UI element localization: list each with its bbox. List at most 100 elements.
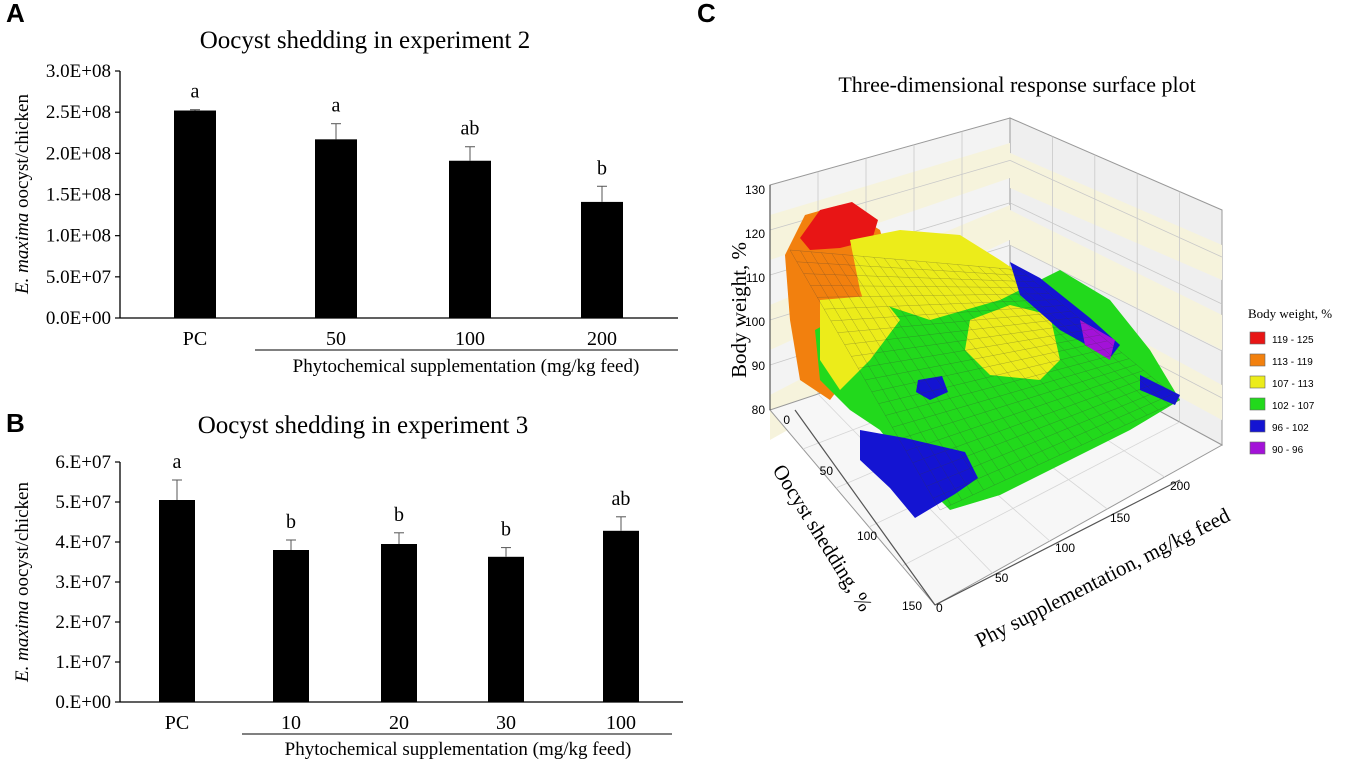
- category-label-10: 10: [281, 712, 301, 734]
- oocyst-tick-50: 50: [820, 464, 834, 478]
- mesh-line: [883, 258, 1039, 466]
- chart-b-oocyst-exp3: Oocyst shedding in experiment 3 E. maxim…: [12, 412, 683, 760]
- y-tick-label: 2.E+07: [55, 612, 111, 633]
- surface-region-107-113-c: [820, 295, 900, 390]
- z-tick-100: 100: [745, 315, 765, 329]
- bar-PC: [159, 500, 195, 702]
- phy-tick-50: 50: [995, 571, 1009, 585]
- significance-letter-PC: a: [173, 451, 182, 473]
- surface-region-96-102-d: [1140, 375, 1180, 405]
- phy-tick-150: 150: [1110, 511, 1130, 525]
- mesh-line: [831, 253, 984, 491]
- wall-grid-line: [1009, 244, 1223, 352]
- z-tick-90: 90: [752, 359, 766, 373]
- legend-swatch: [1249, 441, 1266, 455]
- legend-item-label: 90 - 96: [1272, 445, 1304, 456]
- mesh-line: [1019, 269, 1181, 401]
- mesh-line: [863, 256, 1017, 476]
- bar-PC: [174, 110, 216, 319]
- surface-region-90-96: [1080, 320, 1115, 360]
- wall-grid-line: [1009, 202, 1223, 305]
- bar-30: [488, 556, 524, 702]
- bar-50: [315, 139, 357, 318]
- panel-letter-b: B: [6, 408, 25, 438]
- phy-tick-200: 200: [1170, 479, 1190, 493]
- y-tick-label: 5.E+07: [55, 492, 111, 513]
- y-tick-label: 6.E+07: [55, 452, 111, 473]
- significance-letter-PC: a: [191, 81, 200, 103]
- bar-100: [603, 530, 639, 702]
- chart-a-ylabel: E. maxima oocyst/chicken: [12, 94, 33, 295]
- category-label-30: 30: [496, 712, 516, 734]
- mesh-line: [789, 249, 941, 511]
- mesh-line: [936, 262, 1093, 441]
- phy-tick-100: 100: [1055, 541, 1075, 555]
- mesh-line: [904, 259, 1061, 456]
- wall-band: [1010, 210, 1222, 350]
- z-tick-120: 120: [745, 227, 765, 241]
- significance-letter-100: ab: [461, 118, 480, 140]
- mesh-line: [800, 250, 952, 506]
- surface-mesh: [789, 249, 1181, 511]
- legend-item-label: 102 - 107: [1272, 401, 1315, 412]
- y-tick-label: 1.5E+08: [46, 185, 111, 206]
- surface-region-119-125: [800, 202, 878, 250]
- y-tick-label: 0.E+00: [55, 692, 111, 713]
- category-label-200: 200: [587, 328, 617, 350]
- chart-c-title: Three-dimensional response surface plot: [838, 72, 1195, 97]
- oocyst-tick-150: 150: [902, 599, 922, 613]
- phy-tick-0: 0: [936, 601, 943, 615]
- mesh-line: [967, 265, 1126, 426]
- mesh-line: [894, 258, 1050, 461]
- wall-grid-line: [1009, 160, 1223, 258]
- mesh-line: [873, 257, 1028, 471]
- y-tick-label: 4.E+07: [55, 532, 111, 553]
- y-tick-label: 1.E+07: [55, 652, 111, 673]
- legend-item-label: 113 - 119: [1272, 357, 1313, 368]
- y-tick-label: 5.0E+07: [46, 267, 111, 288]
- mesh-line: [810, 251, 962, 501]
- category-label-PC: PC: [165, 712, 189, 734]
- bar-10: [273, 550, 309, 702]
- category-label-100: 100: [455, 328, 485, 350]
- z-axis-label: Body weight, %: [727, 242, 751, 378]
- bar-200: [581, 201, 623, 318]
- category-label-100: 100: [606, 712, 636, 734]
- mesh-line: [852, 255, 1006, 481]
- y-tick-label: 1.0E+08: [46, 226, 111, 247]
- floor-grid-line: [901, 421, 1180, 567]
- y-tick-label: 3.E+07: [55, 572, 111, 593]
- panel-letter-a: A: [6, 0, 25, 28]
- significance-letter-50: a: [332, 95, 341, 117]
- mesh-line: [957, 264, 1115, 431]
- oocyst-tick-0: 0: [783, 413, 790, 427]
- legend-swatch: [1249, 353, 1266, 367]
- surface-region-96-102-b: [860, 430, 978, 518]
- z-tick-130: 130: [745, 183, 765, 197]
- mesh-line: [842, 254, 995, 486]
- z-tick-80: 80: [752, 403, 766, 417]
- chart-a-title: Oocyst shedding in experiment 2: [200, 27, 531, 54]
- legend-title: Body weight, %: [1248, 306, 1332, 321]
- mesh-line: [915, 260, 1072, 451]
- mesh-line: [946, 263, 1104, 436]
- category-label-20: 20: [389, 712, 409, 734]
- z-tick-110: 110: [746, 271, 765, 285]
- significance-letter-30: b: [501, 519, 511, 541]
- legend-item-label: 107 - 113: [1272, 379, 1314, 390]
- legend-swatch: [1249, 397, 1266, 411]
- y-tick-label: 0.0E+00: [46, 308, 111, 329]
- mesh-line: [821, 252, 973, 496]
- chart-b-ylabel: E. maxima oocyst/chicken: [12, 482, 33, 683]
- panel-letter-c: C: [697, 0, 716, 28]
- oocyst-tick-100: 100: [857, 529, 877, 543]
- response-surface: [785, 202, 1181, 518]
- surface-legend: Body weight, % 119 - 125 113 - 119 107 - 1…: [1248, 306, 1332, 456]
- legend-swatch: [1249, 419, 1266, 433]
- mesh-line: [988, 267, 1148, 416]
- legend-item-label: 119 - 125: [1272, 335, 1314, 346]
- category-label-PC: PC: [183, 328, 207, 350]
- chart-a-xlabel: Phytochemical supplementation (mg/kg fee…: [293, 356, 640, 377]
- significance-letter-20: b: [394, 504, 404, 526]
